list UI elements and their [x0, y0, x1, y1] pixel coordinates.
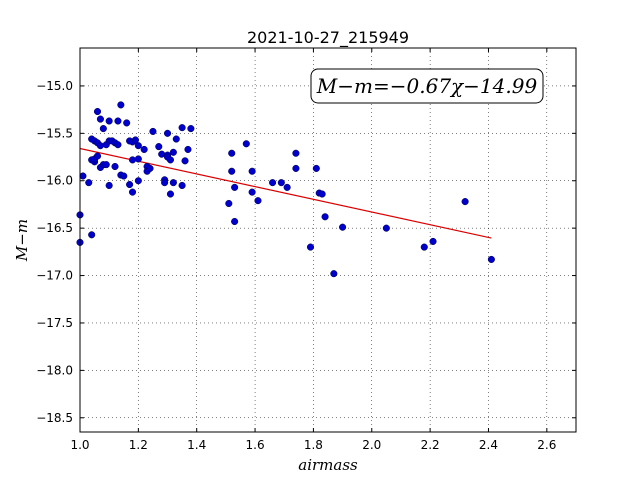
y-axis-label: M−m [13, 219, 31, 262]
data-point [93, 107, 102, 116]
x-tick-label: 1.4 [187, 438, 206, 452]
y-tick-label: −18.0 [36, 363, 73, 377]
data-point [248, 188, 256, 196]
data-point [181, 157, 189, 165]
data-point [254, 197, 262, 205]
data-point [158, 150, 166, 158]
data-points [76, 101, 495, 278]
data-point [166, 190, 174, 198]
y-tick-label: −16.0 [36, 174, 73, 188]
data-point [172, 135, 180, 143]
data-point [134, 177, 142, 185]
data-point [126, 180, 134, 189]
data-point [277, 179, 285, 187]
data-point [231, 217, 239, 226]
data-point [306, 243, 315, 251]
data-point [420, 243, 428, 251]
y-tick-label: −15.5 [36, 126, 73, 140]
x-tick-label: 2.4 [479, 438, 498, 452]
data-point [155, 143, 163, 151]
data-point [292, 164, 300, 172]
axis-ticks: 1.0 1.2 1.4 1.6 1.8 2.0 2.2 2.4 2.6 −15.0 −15.5 −16… [36, 48, 576, 452]
chart-title: 2021-10-27_215949 [247, 28, 409, 48]
data-point [146, 164, 154, 172]
data-point [128, 188, 137, 196]
data-point [114, 141, 122, 149]
data-point [248, 167, 256, 175]
fit-annotation: M−m=−0.67χ−14.99 [310, 68, 544, 104]
data-point [321, 213, 329, 221]
plot-frame [79, 47, 577, 433]
data-point [114, 117, 122, 125]
data-point [269, 179, 277, 187]
y-tick-label: −17.5 [36, 316, 73, 330]
data-point [283, 183, 291, 191]
data-point [85, 179, 93, 187]
y-tick-label: −16.5 [36, 221, 73, 235]
y-tick-label: −17.0 [36, 269, 73, 283]
data-point [93, 152, 102, 160]
data-point [105, 117, 113, 125]
data-point [339, 223, 347, 231]
data-point [231, 183, 239, 191]
data-point [169, 179, 177, 187]
data-point [161, 179, 169, 187]
data-point [134, 155, 142, 163]
data-point [117, 101, 125, 109]
data-point [120, 172, 128, 180]
y-tick-label: −15.0 [36, 79, 73, 93]
x-axis-label: airmass [298, 456, 358, 474]
data-point [96, 115, 104, 123]
data-point [102, 161, 110, 169]
data-point [163, 129, 172, 137]
data-point [228, 149, 236, 157]
data-point [169, 148, 177, 156]
fit-equation: M−m=−0.67χ−14.99 [316, 74, 538, 98]
data-point [312, 164, 320, 172]
data-point [140, 145, 148, 154]
data-point [228, 167, 236, 175]
x-tick-label: 1.6 [246, 438, 265, 452]
data-point [134, 142, 142, 150]
data-point [225, 199, 233, 208]
x-tick-label: 2.2 [421, 438, 440, 452]
data-point [292, 149, 300, 157]
data-point [166, 156, 174, 164]
data-point [128, 156, 137, 164]
x-tick-label: 1.8 [304, 438, 323, 452]
data-point [149, 127, 157, 135]
data-point [88, 231, 96, 239]
data-point [111, 162, 119, 171]
x-tick-label: 2.0 [362, 438, 381, 452]
x-tick-label: 1.2 [129, 438, 148, 452]
data-point [184, 145, 192, 154]
data-point [96, 142, 104, 150]
data-point [131, 136, 139, 144]
data-point [330, 270, 338, 278]
data-point [242, 140, 250, 148]
x-tick-label: 1.0 [70, 438, 89, 452]
data-point [318, 190, 326, 198]
data-point [79, 172, 87, 180]
x-tick-label: 2.6 [537, 438, 556, 452]
data-point [178, 124, 186, 132]
data-point [461, 198, 469, 206]
data-point [187, 125, 195, 133]
data-point [429, 237, 437, 245]
data-point [99, 125, 107, 133]
data-point [123, 119, 131, 127]
data-point [487, 255, 495, 263]
data-point [105, 181, 113, 190]
plot-area [80, 48, 576, 432]
y-tick-label: −18.5 [36, 411, 73, 425]
data-point [382, 224, 390, 232]
data-point [178, 181, 186, 190]
annotation-box [310, 68, 544, 104]
